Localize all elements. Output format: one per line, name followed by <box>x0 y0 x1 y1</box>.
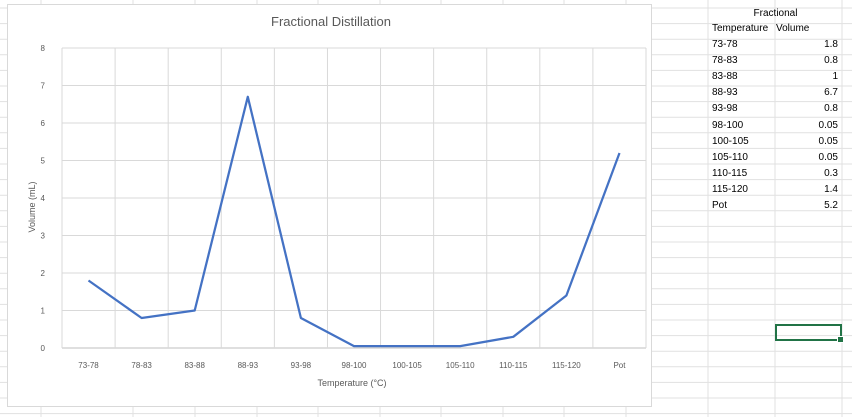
y-tick-label: 4 <box>41 194 46 203</box>
data-point[interactable] <box>457 343 463 349</box>
data-point[interactable] <box>616 150 622 156</box>
table-cell-temperature[interactable]: 78-83 <box>712 55 738 67</box>
y-tick-label: 7 <box>41 82 46 91</box>
x-tick-label: 83-88 <box>184 361 205 370</box>
table-cell-volume[interactable]: 6.7 <box>824 87 838 99</box>
table-title[interactable]: Fractional <box>753 8 798 19</box>
table-cell-volume[interactable]: 1 <box>832 71 838 83</box>
x-axis-label: Temperature (°C) <box>317 378 386 388</box>
data-point[interactable] <box>86 278 92 284</box>
table-cell-temperature[interactable]: 110-115 <box>712 167 748 179</box>
y-tick-label: 8 <box>41 44 46 53</box>
data-point[interactable] <box>351 343 357 349</box>
chart-title: Fractional Distillation <box>271 14 391 29</box>
table-cell-volume[interactable]: 1.8 <box>824 39 838 50</box>
table-cell-temperature[interactable]: 100-105 <box>712 135 749 147</box>
x-tick-label: 78-83 <box>131 361 152 370</box>
data-point[interactable] <box>404 343 410 349</box>
y-tick-label: 0 <box>41 344 46 353</box>
table-cell-volume[interactable]: 5.2 <box>824 200 838 211</box>
series-line[interactable] <box>87 95 621 348</box>
table-header-volume[interactable]: Volume <box>776 23 810 34</box>
x-tick-label: Pot <box>613 361 626 370</box>
x-tick-label: 73-78 <box>78 361 99 370</box>
table-cell-temperature[interactable]: 105-110 <box>712 151 748 163</box>
selected-cell[interactable] <box>775 324 844 343</box>
x-tick-label: 105-110 <box>446 361 475 370</box>
table-cell-volume[interactable]: 0.8 <box>824 103 838 115</box>
table-cell-temperature[interactable]: 88-93 <box>712 87 738 99</box>
y-axis-ticks: 0 1 2 3 4 5 6 7 8 <box>41 44 46 353</box>
y-tick-label: 5 <box>41 157 46 166</box>
y-tick-label: 2 <box>41 269 46 278</box>
data-point[interactable] <box>139 315 145 321</box>
table-cell-temperature[interactable]: 93-98 <box>712 103 738 115</box>
table-header-temperature[interactable]: Temperature <box>712 23 769 34</box>
series-layer <box>86 94 622 349</box>
table-cell-volume[interactable]: 0.05 <box>818 119 838 131</box>
x-tick-label: 98-100 <box>342 361 367 370</box>
y-tick-label: 1 <box>41 307 46 316</box>
table-cell-temperature[interactable]: 73-78 <box>712 39 738 50</box>
table-cell-temperature[interactable]: 98-100 <box>712 119 744 131</box>
data-point[interactable] <box>563 293 569 299</box>
table-cell-volume[interactable]: 0.05 <box>818 135 838 147</box>
table-cell-volume[interactable]: 1.4 <box>824 183 838 195</box>
table-cell-volume[interactable]: 0.05 <box>818 151 838 163</box>
x-tick-label: 100-105 <box>392 361 422 370</box>
y-tick-label: 6 <box>41 119 46 128</box>
y-axis-label: Volume (mL) <box>27 181 37 232</box>
x-axis-ticks: 73-78 78-83 83-88 88-93 93-98 98-100 100-105 10… <box>78 361 626 370</box>
fill-handle[interactable] <box>837 336 844 343</box>
data-point[interactable] <box>192 308 198 314</box>
table-cell-volume[interactable]: 0.3 <box>824 167 838 179</box>
data-point[interactable] <box>298 315 304 321</box>
table-cell-temperature[interactable]: 115-120 <box>712 183 748 195</box>
x-tick-label: 88-93 <box>238 361 259 370</box>
table-cell-volume[interactable]: 0.8 <box>824 55 838 67</box>
data-point[interactable] <box>510 334 516 340</box>
table-cell-temperature[interactable]: 83-88 <box>712 71 738 83</box>
table-cell-temperature[interactable]: Pot <box>712 200 728 211</box>
chart-gridlines <box>61 47 647 349</box>
y-tick-label: 3 <box>41 232 46 241</box>
data-point[interactable] <box>245 94 251 100</box>
x-tick-label: 115-120 <box>552 361 581 370</box>
x-tick-label: 93-98 <box>291 361 312 370</box>
x-tick-label: 110-115 <box>499 361 528 370</box>
